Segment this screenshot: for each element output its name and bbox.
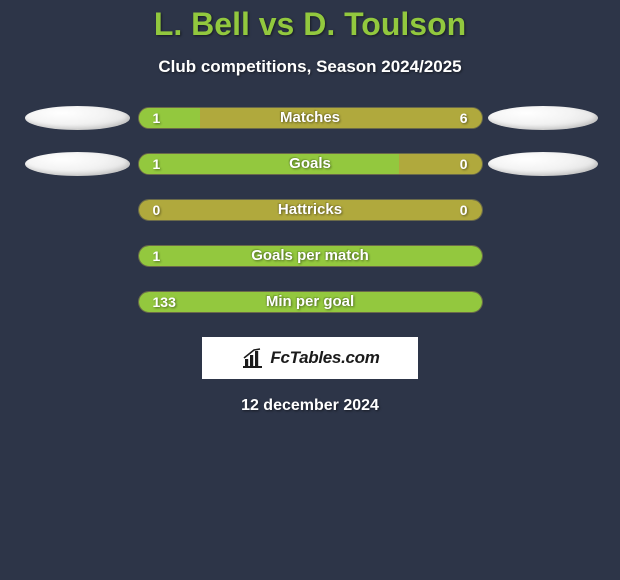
stat-bar: 133 Min per goal (138, 291, 483, 313)
left-crest-slot (18, 152, 138, 176)
bar-left-fill (139, 292, 482, 312)
stat-bar: 0 Hattricks 0 (138, 199, 483, 221)
left-crest (25, 152, 130, 176)
stat-right-value: 6 (460, 108, 468, 128)
stats-rows: 1 Matches 6 1 Goals 0 0 Hatt (0, 107, 620, 313)
comparison-title: L. Bell vs D. Toulson (0, 0, 620, 43)
bar-left-fill (139, 108, 201, 128)
source-logo: FcTables.com (202, 337, 418, 379)
stat-right-value: 0 (460, 154, 468, 174)
right-crest-slot (483, 290, 603, 314)
stat-row: 1 Goals 0 (0, 153, 620, 175)
right-crest (488, 152, 598, 176)
bar-right-fill (399, 154, 481, 174)
right-crest-slot (483, 152, 603, 176)
bar-right-fill (200, 108, 481, 128)
bar-left-fill (139, 154, 400, 174)
stat-left-value: 133 (153, 292, 176, 312)
stat-row: 1 Goals per match (0, 245, 620, 267)
left-crest-slot (18, 244, 138, 268)
stat-bar: 1 Matches 6 (138, 107, 483, 129)
stat-left-value: 1 (153, 154, 161, 174)
right-crest-slot (483, 244, 603, 268)
stat-row: 0 Hattricks 0 (0, 199, 620, 221)
bars-icon (240, 346, 264, 370)
logo-text: FcTables.com (270, 348, 379, 368)
bar-left-fill (139, 246, 482, 266)
stat-right-value: 0 (460, 200, 468, 220)
stat-left-value: 0 (153, 200, 161, 220)
stat-row: 1 Matches 6 (0, 107, 620, 129)
stat-row: 133 Min per goal (0, 291, 620, 313)
stat-left-value: 1 (153, 108, 161, 128)
right-crest-slot (483, 106, 603, 130)
stat-bar: 1 Goals 0 (138, 153, 483, 175)
right-crest (488, 106, 598, 130)
stat-left-value: 1 (153, 246, 161, 266)
left-crest-slot (18, 290, 138, 314)
bar-right-fill (139, 200, 482, 220)
right-crest-slot (483, 198, 603, 222)
left-crest-slot (18, 106, 138, 130)
generated-date: 12 december 2024 (0, 397, 620, 415)
left-crest (25, 106, 130, 130)
left-crest-slot (18, 198, 138, 222)
comparison-subtitle: Club competitions, Season 2024/2025 (0, 57, 620, 77)
stat-bar: 1 Goals per match (138, 245, 483, 267)
